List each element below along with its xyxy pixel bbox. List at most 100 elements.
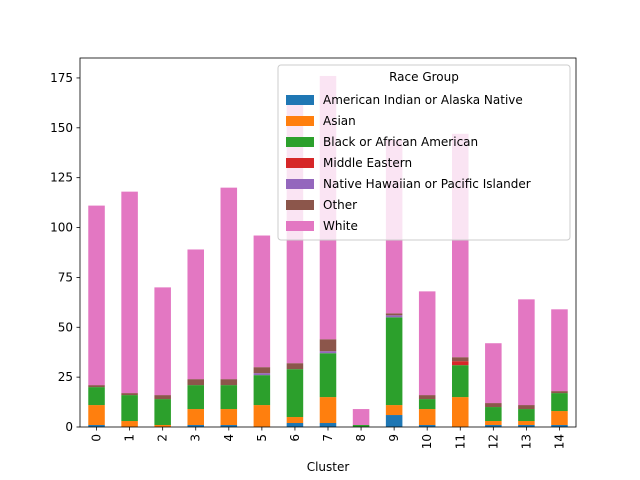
bar-cluster-5-series-2 [253,375,271,406]
bar-cluster-9-series-0 [385,415,403,427]
legend-label-1: Asian [323,114,356,128]
y-tick-label-75: 75 [58,270,73,284]
y-tick-label-175: 175 [50,71,73,85]
bar-cluster-14-series-5 [551,391,568,394]
legend-label-5: Other [323,198,357,212]
x-tick-label-5: 5 [255,434,269,442]
bar-cluster-7-series-0 [319,423,337,427]
y-tick-label-150: 150 [50,121,73,135]
legend-label-0: American Indian or Alaska Native [323,93,523,107]
x-tick-label-4: 4 [222,434,236,442]
bar-cluster-3-series-5 [187,379,204,386]
bar-cluster-14-series-2 [551,393,568,412]
bar-cluster-8-series-6 [352,409,370,426]
x-tick-label-7: 7 [321,434,335,442]
legend-title: Race Group [389,70,459,84]
bar-cluster-11-series-5 [452,357,469,362]
x-tick-label-9: 9 [387,434,401,442]
bar-cluster-0-series-5 [88,385,105,388]
bar-cluster-7-series-5 [319,339,337,352]
bar-cluster-3-series-6 [187,249,204,380]
legend-swatch-1 [286,116,314,126]
bar-cluster-14-series-1 [551,411,568,425]
bar-cluster-12-series-1 [485,421,502,426]
bar-cluster-0-series-1 [88,405,105,426]
bar-cluster-12-series-2 [485,407,502,422]
x-tick-label-0: 0 [90,434,104,442]
bar-cluster-13-series-6 [518,299,535,406]
x-tick-label-3: 3 [189,434,203,442]
legend-box [277,64,571,241]
bar-cluster-4-series-1 [220,409,238,426]
y-tick-label-50: 50 [58,320,73,334]
bar-cluster-10-series-1 [418,409,436,426]
bar-cluster-0-series-2 [88,387,105,406]
bar-cluster-1-series-5 [121,393,138,396]
bar-cluster-12-series-5 [485,403,502,408]
bar-cluster-9-series-2 [385,317,403,406]
bar-cluster-11-series-2 [452,365,469,398]
bar-cluster-6-series-5 [286,363,304,370]
x-axis-label: Cluster [307,460,350,474]
bar-cluster-10-series-5 [418,395,436,400]
y-tick-label-125: 125 [50,171,73,185]
legend-swatch-0 [286,95,314,105]
bar-cluster-13-series-2 [518,409,535,422]
legend-label-6: White [323,219,358,233]
legend: Race Group American Indian or Alaska Nati… [277,64,571,241]
bar-cluster-9-series-4 [385,315,403,318]
legend-swatch-4 [286,179,314,189]
bar-cluster-11-series-1 [452,397,469,427]
bar-cluster-12-series-0 [485,425,502,427]
x-tick-label-10: 10 [420,434,434,449]
bar-cluster-4-series-0 [220,425,238,427]
bar-cluster-6-series-0 [286,423,304,427]
bar-cluster-6-series-2 [286,369,304,418]
bar-cluster-4-series-2 [220,385,238,410]
bar-cluster-5-series-6 [253,235,271,368]
bar-cluster-1-series-1 [121,421,138,427]
x-tick-label-12: 12 [486,434,500,449]
bar-cluster-13-series-5 [518,405,535,410]
bar-cluster-5-series-1 [253,405,271,427]
x-tick-label-6: 6 [288,434,302,442]
x-tick-label-2: 2 [156,434,170,442]
bar-cluster-14-series-0 [551,425,568,427]
bar-cluster-0-series-0 [88,425,105,427]
bar-cluster-4-series-6 [220,187,238,380]
bar-cluster-12-series-6 [485,343,502,404]
bar-cluster-3-series-2 [187,385,204,410]
bar-cluster-4-series-5 [220,379,238,386]
bar-cluster-7-series-4 [319,351,337,354]
x-tick-label-11: 11 [453,434,467,449]
bar-cluster-13-series-0 [518,425,535,427]
bar-cluster-2-series-6 [154,287,171,396]
x-tick-label-1: 1 [123,434,137,442]
bar-cluster-9-series-1 [385,405,403,416]
x-tick-label-13: 13 [519,434,533,449]
bar-cluster-2-series-5 [154,395,171,400]
bar-cluster-8-series-2 [352,425,370,427]
bar-cluster-14-series-6 [551,309,568,392]
bar-cluster-5-series-5 [253,367,271,374]
bar-cluster-7-series-2 [319,353,337,398]
legend-swatch-6 [286,221,314,231]
legend-label-2: Black or African American [323,135,478,149]
bar-cluster-2-series-1 [154,425,171,427]
x-tick-label-14: 14 [552,434,566,449]
bar-cluster-10-series-6 [418,291,436,396]
legend-label-3: Middle Eastern [323,156,412,170]
y-tick-label-25: 25 [58,370,73,384]
legend-swatch-5 [286,200,314,210]
bar-cluster-10-series-0 [418,425,436,427]
legend-swatch-2 [286,137,314,147]
bar-cluster-3-series-0 [187,425,204,427]
bar-cluster-9-series-5 [385,313,403,316]
bar-cluster-1-series-6 [121,191,138,394]
legend-swatch-3 [286,158,314,168]
bar-cluster-3-series-1 [187,409,204,426]
y-tick-label-0: 0 [65,420,73,434]
bar-cluster-5-series-4 [253,373,271,376]
